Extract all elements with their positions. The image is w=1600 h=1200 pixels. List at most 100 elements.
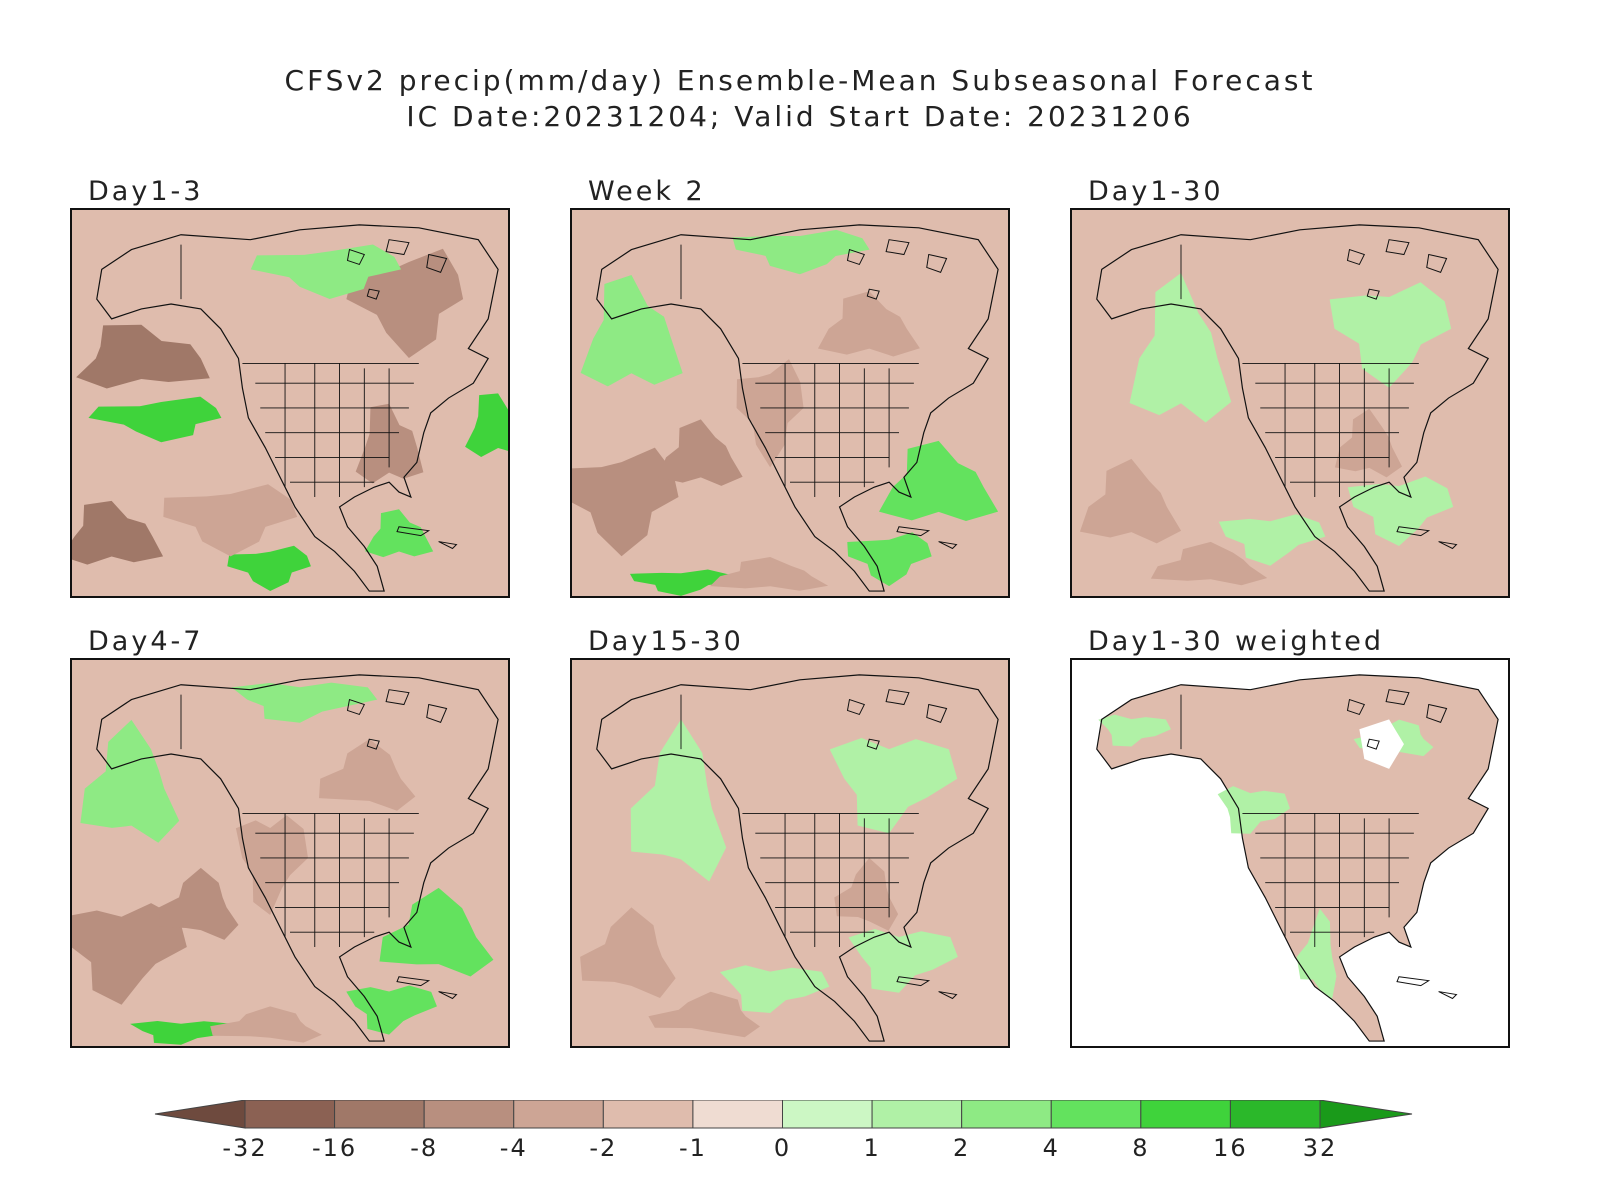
- precip-anomaly-region: [235, 815, 309, 915]
- precip-anomaly-region: [1329, 282, 1452, 388]
- colorbar-tick-label: -32: [222, 1134, 267, 1162]
- colorbar-swatch: [871, 1099, 963, 1129]
- map-panel-day4-7: [70, 658, 510, 1048]
- panel-label-week2: Week 2: [588, 176, 706, 207]
- precip-anomaly-region: [72, 903, 187, 1005]
- panel-label-day15-30: Day15-30: [588, 626, 744, 657]
- precip-anomaly-region: [1098, 714, 1171, 747]
- panel-label-day1-30-weighted: Day1-30 weighted: [1088, 626, 1384, 657]
- colorbar-swatch: [423, 1099, 515, 1129]
- colorbar-swatch: [1140, 1099, 1231, 1129]
- precip-map: [572, 660, 1008, 1046]
- map-panel-day1-3: [70, 208, 510, 598]
- colorbar-tick-label: 2: [953, 1134, 970, 1162]
- precip-map: [72, 210, 508, 596]
- colorbar-tick-label: 1: [863, 1134, 880, 1162]
- colorbar-swatch: [334, 1099, 425, 1129]
- islands-outline: [846, 689, 958, 1000]
- precip-anomaly-region: [1217, 786, 1290, 834]
- precip-anomaly-region: [379, 887, 494, 977]
- precip-anomaly-region: [657, 419, 743, 486]
- precip-anomaly-region: [210, 1006, 322, 1043]
- islands-outline: [346, 689, 458, 1000]
- precip-map: [72, 660, 508, 1046]
- political-boundaries: [180, 244, 419, 498]
- precip-anomaly-region: [88, 396, 222, 443]
- precip-anomaly-region: [346, 248, 464, 358]
- colorbar-tick-label: -2: [589, 1134, 617, 1162]
- precip-anomaly-region: [227, 545, 311, 592]
- political-boundaries: [1180, 244, 1419, 498]
- precip-anomaly-region: [736, 359, 804, 468]
- precip-anomaly-region: [629, 569, 735, 596]
- precip-anomaly-region: [580, 275, 683, 387]
- precip-anomaly-region: [319, 739, 416, 811]
- colorbar-tick-label: 8: [1132, 1134, 1149, 1162]
- precip-anomaly-region: [732, 229, 870, 275]
- precip-anomaly-region: [1334, 408, 1402, 478]
- precip-anomaly-region: [250, 244, 402, 299]
- precip-anomaly-region: [847, 532, 932, 587]
- colorbar-swatch: [1229, 1099, 1321, 1129]
- colorbar-swatch: [961, 1099, 1052, 1129]
- coastline: [1096, 674, 1499, 1042]
- colorbar-tick-label: -1: [679, 1134, 707, 1162]
- panel-label-day4-7: Day4-7: [88, 626, 204, 657]
- map-panel-week2: [570, 208, 1010, 598]
- precip-map: [572, 210, 1008, 596]
- map-panel-day1-30-weighted: [1070, 658, 1510, 1048]
- chart-subtitle: IC Date:20231204; Valid Start Date: 2023…: [406, 100, 1194, 133]
- coastline: [1096, 224, 1499, 592]
- colorbar-swatch: [513, 1099, 604, 1129]
- precip-anomaly-region: [648, 991, 760, 1038]
- precip-anomaly-region: [346, 985, 437, 1035]
- precip-anomaly-region: [80, 719, 180, 843]
- precip-anomaly-region: [1218, 514, 1326, 566]
- colorbar-tick-label: -8: [410, 1134, 438, 1162]
- coastline: [96, 224, 499, 592]
- precip-anomaly-region: [817, 291, 920, 357]
- chart-title: CFSv2 precip(mm/day) Ensemble-Mean Subse…: [284, 64, 1316, 97]
- colorbar-tick-label: 4: [1043, 1134, 1060, 1162]
- colorbar-swatch: [1050, 1099, 1142, 1129]
- coastline: [96, 674, 499, 1042]
- colorbar-tick-label: 0: [774, 1134, 791, 1162]
- colorbar-tick-label: 16: [1213, 1134, 1248, 1162]
- political-boundaries: [680, 244, 919, 498]
- precip-anomaly-region: [1129, 273, 1232, 423]
- precip-anomaly-region: [580, 907, 676, 998]
- map-panel-day15-30: [570, 658, 1010, 1048]
- coastline: [596, 674, 999, 1042]
- precip-anomaly-region: [878, 440, 999, 521]
- coastline: [596, 224, 999, 592]
- precip-anomaly-region: [72, 500, 164, 565]
- colorbar-swatch: [782, 1099, 873, 1129]
- colorbar-swatch: [692, 1099, 784, 1129]
- precip-anomaly-region: [720, 965, 830, 1013]
- precip-anomaly-region: [1079, 458, 1182, 544]
- precip-anomaly-region: [848, 929, 958, 993]
- precip-anomaly-region: [231, 682, 378, 723]
- colorbar-tick-label: 32: [1303, 1134, 1338, 1162]
- colorbar-swatch: [602, 1099, 694, 1129]
- islands-outline: [1346, 689, 1458, 1000]
- islands-outline: [346, 239, 458, 550]
- political-boundaries: [180, 694, 419, 948]
- islands-outline: [846, 239, 958, 550]
- colorbar-swatch: [244, 1099, 336, 1129]
- masked-region: [1359, 719, 1404, 769]
- precip-anomaly-region: [1296, 908, 1337, 1000]
- islands-outline: [1346, 239, 1458, 550]
- precip-anomaly-region: [163, 484, 298, 557]
- precip-anomaly-region: [76, 324, 210, 389]
- colorbar-tick-label: -16: [312, 1134, 357, 1162]
- colorbar-arrow-high: [1319, 1099, 1413, 1129]
- panel-label-day1-3: Day1-3: [88, 176, 204, 207]
- political-boundaries: [1180, 694, 1419, 948]
- colorbar: -32 -16 -8 -4 -2 -1 0 1 2 4 8 16 32: [150, 1099, 1450, 1180]
- precip-anomaly-region: [159, 867, 239, 940]
- map-panel-day1-30: [1070, 208, 1510, 598]
- precip-anomaly-region: [829, 737, 958, 834]
- precip-anomaly-region: [710, 557, 829, 591]
- precip-anomaly-region: [834, 858, 899, 931]
